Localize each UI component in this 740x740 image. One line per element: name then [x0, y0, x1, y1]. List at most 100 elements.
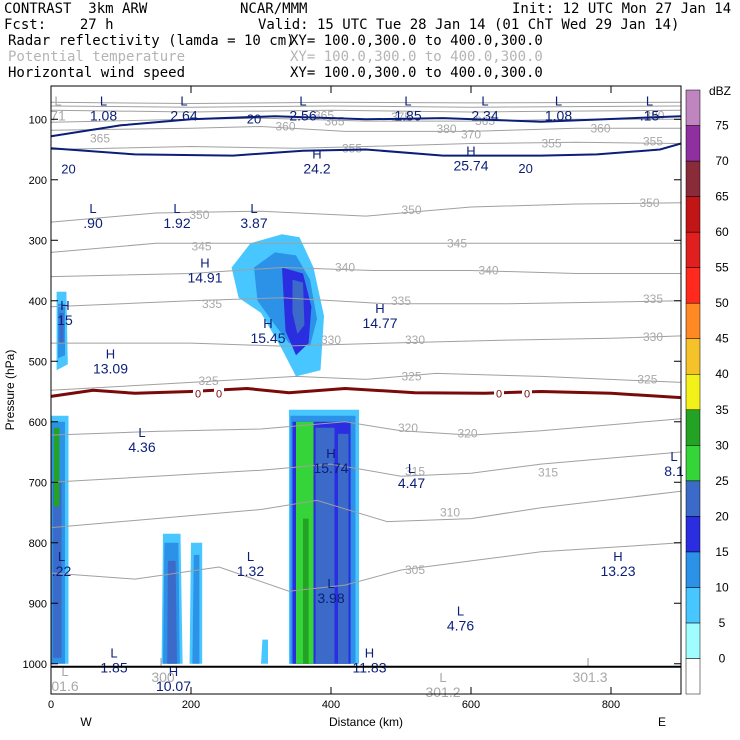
colorbar-label-55: 55 — [715, 261, 729, 275]
theta-label-365-0: 365 — [90, 132, 110, 146]
wind-extremum-type-20: L — [670, 449, 677, 464]
theta-label-325-2: 325 — [637, 372, 657, 386]
wind-extremum-type-4: L — [481, 93, 488, 108]
reflectivity-cell-22 — [192, 554, 200, 664]
wind-extremum-value-11: 3.87 — [240, 215, 267, 231]
field-xy-wind: XY= 100.0,300.0 to 400.0,300.0 — [290, 65, 543, 81]
theta-label-345-1: 345 — [447, 236, 467, 250]
theta-extremum-value-3: 301.3 — [572, 669, 607, 685]
freezing-label-bg-3 — [522, 386, 532, 399]
wind-extremum-value-14: 14.77 — [362, 315, 397, 331]
x-tick-label-0: 0 — [48, 699, 54, 711]
theta-label-340-1: 340 — [478, 264, 498, 278]
freezing-label-2: 0 — [496, 388, 502, 400]
reflectivity-cell-16 — [338, 433, 349, 664]
wind-extremum-type-3: L — [404, 93, 411, 108]
x-tick-label-200: 200 — [182, 699, 200, 711]
theta-label-335-1: 335 — [391, 294, 411, 308]
theta-extra-label-0: 365 — [314, 109, 334, 123]
theta-contour-380 — [50, 101, 682, 105]
y-tick-label-800: 800 — [29, 538, 47, 550]
theta-contour-310 — [50, 490, 682, 529]
theta-label-330-2: 330 — [643, 330, 663, 344]
freezing-label-0: 0 — [195, 388, 201, 400]
wind-extremum-value-10: 1.92 — [163, 215, 190, 231]
wind-extremum-value-28: 10.07 — [156, 678, 191, 694]
wind-extremum-value-13: 15.45 — [250, 330, 285, 346]
colorbar-label-65: 65 — [715, 190, 729, 204]
wind-extremum-type-19: L — [408, 461, 415, 476]
y-tick-label-600: 600 — [29, 417, 47, 429]
y-tick-label-300: 300 — [29, 235, 47, 247]
y-tick-label-1000: 1000 — [23, 659, 47, 671]
freezing-label-bg-1 — [214, 386, 224, 399]
wind-label-1-1: 20 — [518, 161, 532, 176]
wind-extremum-type-28: H — [169, 664, 178, 679]
x-end-label-right: E — [658, 715, 666, 729]
theta-label-345-0: 345 — [191, 239, 211, 253]
x-tick-label-400: 400 — [322, 699, 340, 711]
wind-extremum-value-22: 1.32 — [237, 563, 264, 579]
reflectivity-cell-23 — [261, 639, 268, 664]
x-axis-label: Distance (km) — [329, 715, 403, 729]
theta-contour-350 — [50, 202, 682, 223]
wind-extremum-value-4: 2.34 — [471, 107, 498, 123]
theta-label-360-1: 360 — [590, 121, 610, 135]
colorbar: 0 5 10 15 20 25 30 35 40 45 50 55 60 65 70 75 — [685, 89, 729, 695]
wind-extremum-value-1: 2.64 — [170, 107, 197, 123]
theta-label-305-0: 305 — [405, 563, 425, 577]
wind-extremum-type-12: H — [200, 256, 209, 271]
x-tick-label-600: 600 — [462, 699, 480, 711]
wind-extremum-value-21: .22 — [52, 563, 72, 579]
theta-label-350-2: 350 — [639, 196, 659, 210]
wind-label-0-0: 20 — [247, 111, 261, 126]
wind-extremum-value-16: 13.09 — [93, 360, 128, 376]
wind-extremum-type-16: H — [106, 346, 115, 361]
field-label-theta: Potential temperature — [8, 49, 186, 65]
reflectivity-cell-20 — [167, 560, 177, 664]
colorbar-label-20: 20 — [715, 509, 729, 523]
colorbar-label-40: 40 — [715, 367, 729, 381]
wind-extremum-type-6: L — [646, 93, 653, 108]
theta-label-310-0: 310 — [440, 506, 460, 520]
x-tick-label-800: 800 — [602, 699, 620, 711]
colorbar-bin-16 — [685, 89, 701, 126]
wind-extremum-type-22: L — [247, 549, 254, 564]
colorbar-bin-0 — [685, 658, 701, 695]
wind-extremum-value-12: 14.91 — [187, 270, 222, 286]
theta-label-350-0: 350 — [189, 208, 209, 222]
wind-contour-0 — [50, 115, 682, 138]
theta-extremum-type-2: L — [439, 670, 446, 685]
theta-label-355-1: 355 — [541, 136, 561, 150]
wind-extremum-value-7: 24.2 — [303, 161, 330, 177]
wind-extremum-type-1: L — [180, 93, 187, 108]
colorbar-label-10: 10 — [715, 580, 729, 594]
theta-contour-335 — [50, 297, 682, 308]
y-tick-label-100: 100 — [29, 114, 47, 126]
theta-contour-340 — [50, 266, 681, 278]
reflectivity-cell-17 — [303, 518, 309, 664]
freezing-label-bg-2 — [494, 386, 504, 399]
y-axis-label: Pressure (hPa) — [3, 350, 17, 431]
wind-extremum-type-7: H — [312, 147, 321, 162]
wind-extremum-type-15: H — [60, 298, 69, 313]
wind-extremum-type-11: L — [250, 201, 257, 216]
theta-extra-label-2: 380 — [436, 122, 456, 136]
wind-extremum-type-23: H — [613, 549, 622, 564]
colorbar-label-70: 70 — [715, 154, 729, 168]
theta-extra-label-1: 370 — [461, 127, 481, 141]
freezing-label-3: 0 — [524, 388, 530, 400]
theta-label-325-1: 325 — [401, 369, 421, 383]
y-tick-label-200: 200 — [29, 175, 47, 187]
colorbar-bin-14 — [685, 160, 701, 197]
header-init: Init: 12 UTC Mon 27 Jan 14 — [512, 1, 732, 17]
theta-contour-360 — [50, 125, 681, 132]
theta-label-380-0: 380 — [644, 109, 664, 123]
wind-extremum-value-20: 8.1 — [664, 463, 684, 479]
theta-label-335-0: 335 — [202, 297, 222, 311]
wind-contours-layer: 20 20 20 — [50, 111, 682, 176]
wind-label-1-0: 20 — [61, 161, 75, 176]
field-xy-theta: XY= 100.0,300.0 to 400.0,300.0 — [290, 49, 543, 65]
wind-extremum-type-0: L — [100, 93, 107, 108]
wind-extremum-type-9: L — [89, 201, 96, 216]
